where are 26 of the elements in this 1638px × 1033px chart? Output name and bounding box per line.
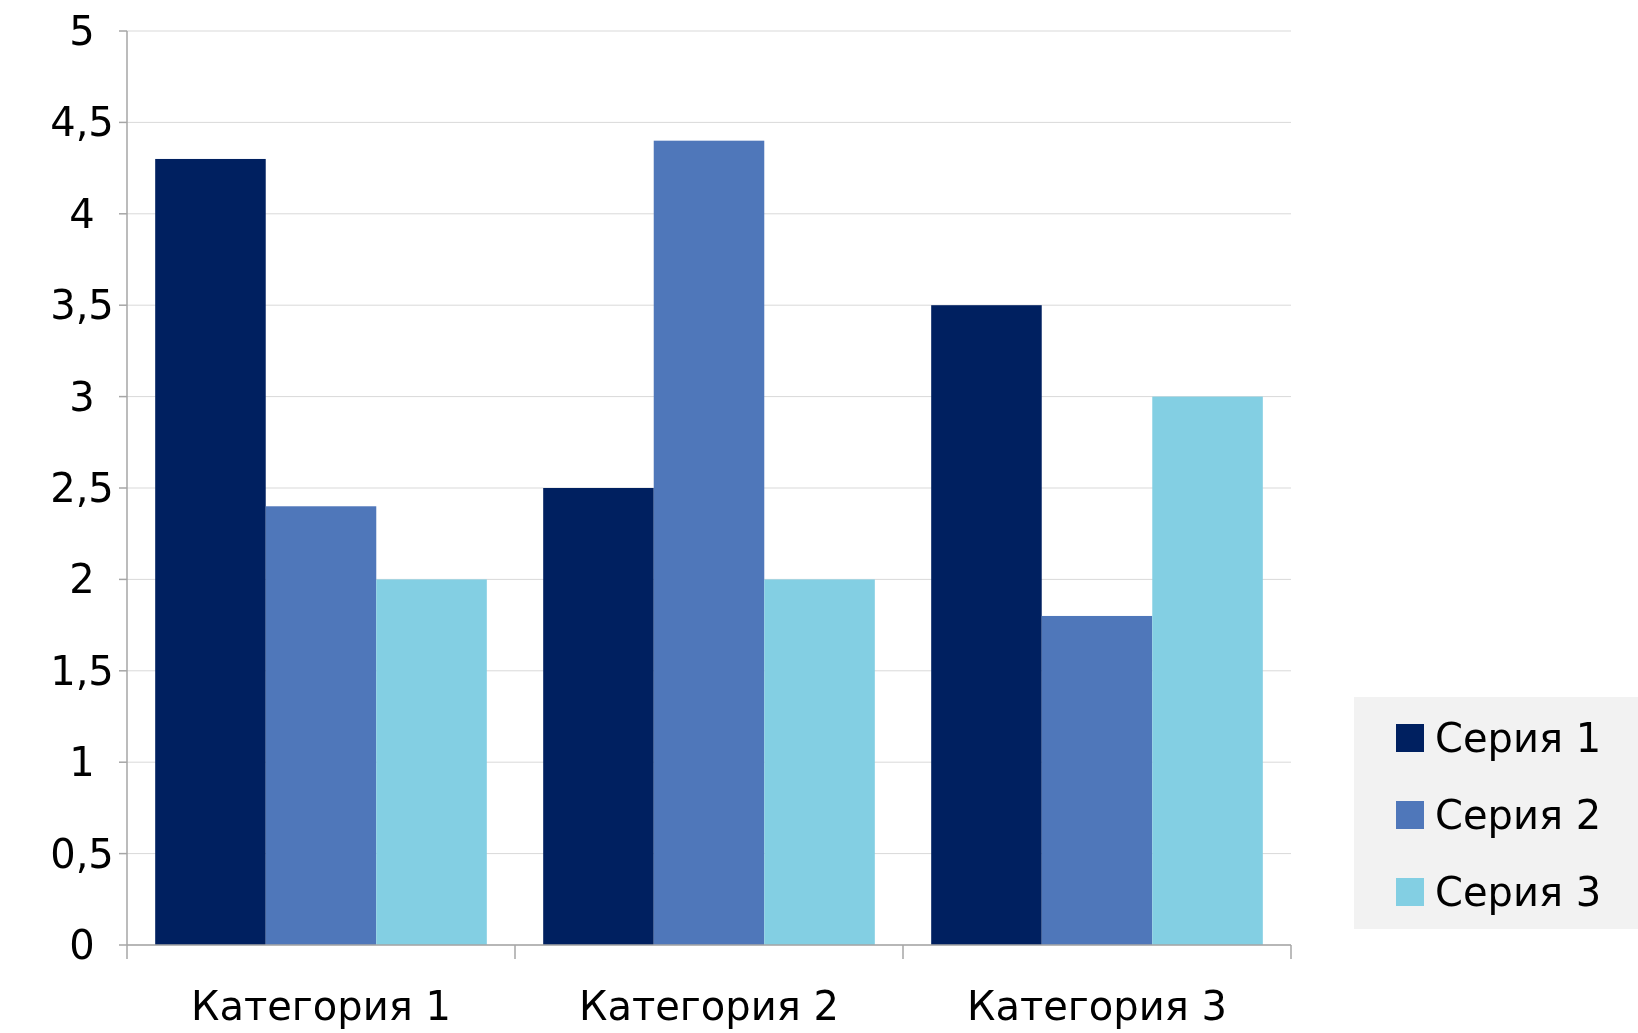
y-tick-label: 3,5 — [50, 282, 114, 329]
bar — [155, 158, 266, 945]
legend-label: Серия 2 — [1435, 792, 1602, 838]
bar — [265, 506, 377, 945]
y-tick-label: 0 — [69, 922, 95, 968]
bar — [376, 579, 487, 945]
bar — [1152, 396, 1263, 945]
y-tick-label: 2 — [69, 556, 95, 603]
bar — [1041, 615, 1153, 945]
y-tick-label: 1,5 — [50, 647, 114, 694]
y-tick-label: 4,5 — [50, 99, 114, 146]
legend-label: Серия 1 — [1435, 715, 1602, 761]
y-tick-label: 2,5 — [50, 465, 114, 511]
legend-label: Серия 3 — [1435, 869, 1602, 915]
bar — [653, 140, 765, 945]
y-tick-label: 4 — [69, 190, 95, 237]
x-tick-label: Категория 1 — [191, 983, 451, 1029]
y-tick-label: 5 — [69, 8, 95, 54]
bar — [931, 305, 1042, 945]
y-tick-label: 3 — [69, 373, 95, 420]
y-tick-label: 0,5 — [50, 830, 114, 877]
x-tick-label: Категория 3 — [967, 983, 1227, 1029]
bar — [764, 579, 875, 945]
y-tick-label: 1 — [69, 739, 95, 786]
bar — [543, 488, 654, 945]
x-tick-label: Категория 2 — [579, 983, 839, 1029]
